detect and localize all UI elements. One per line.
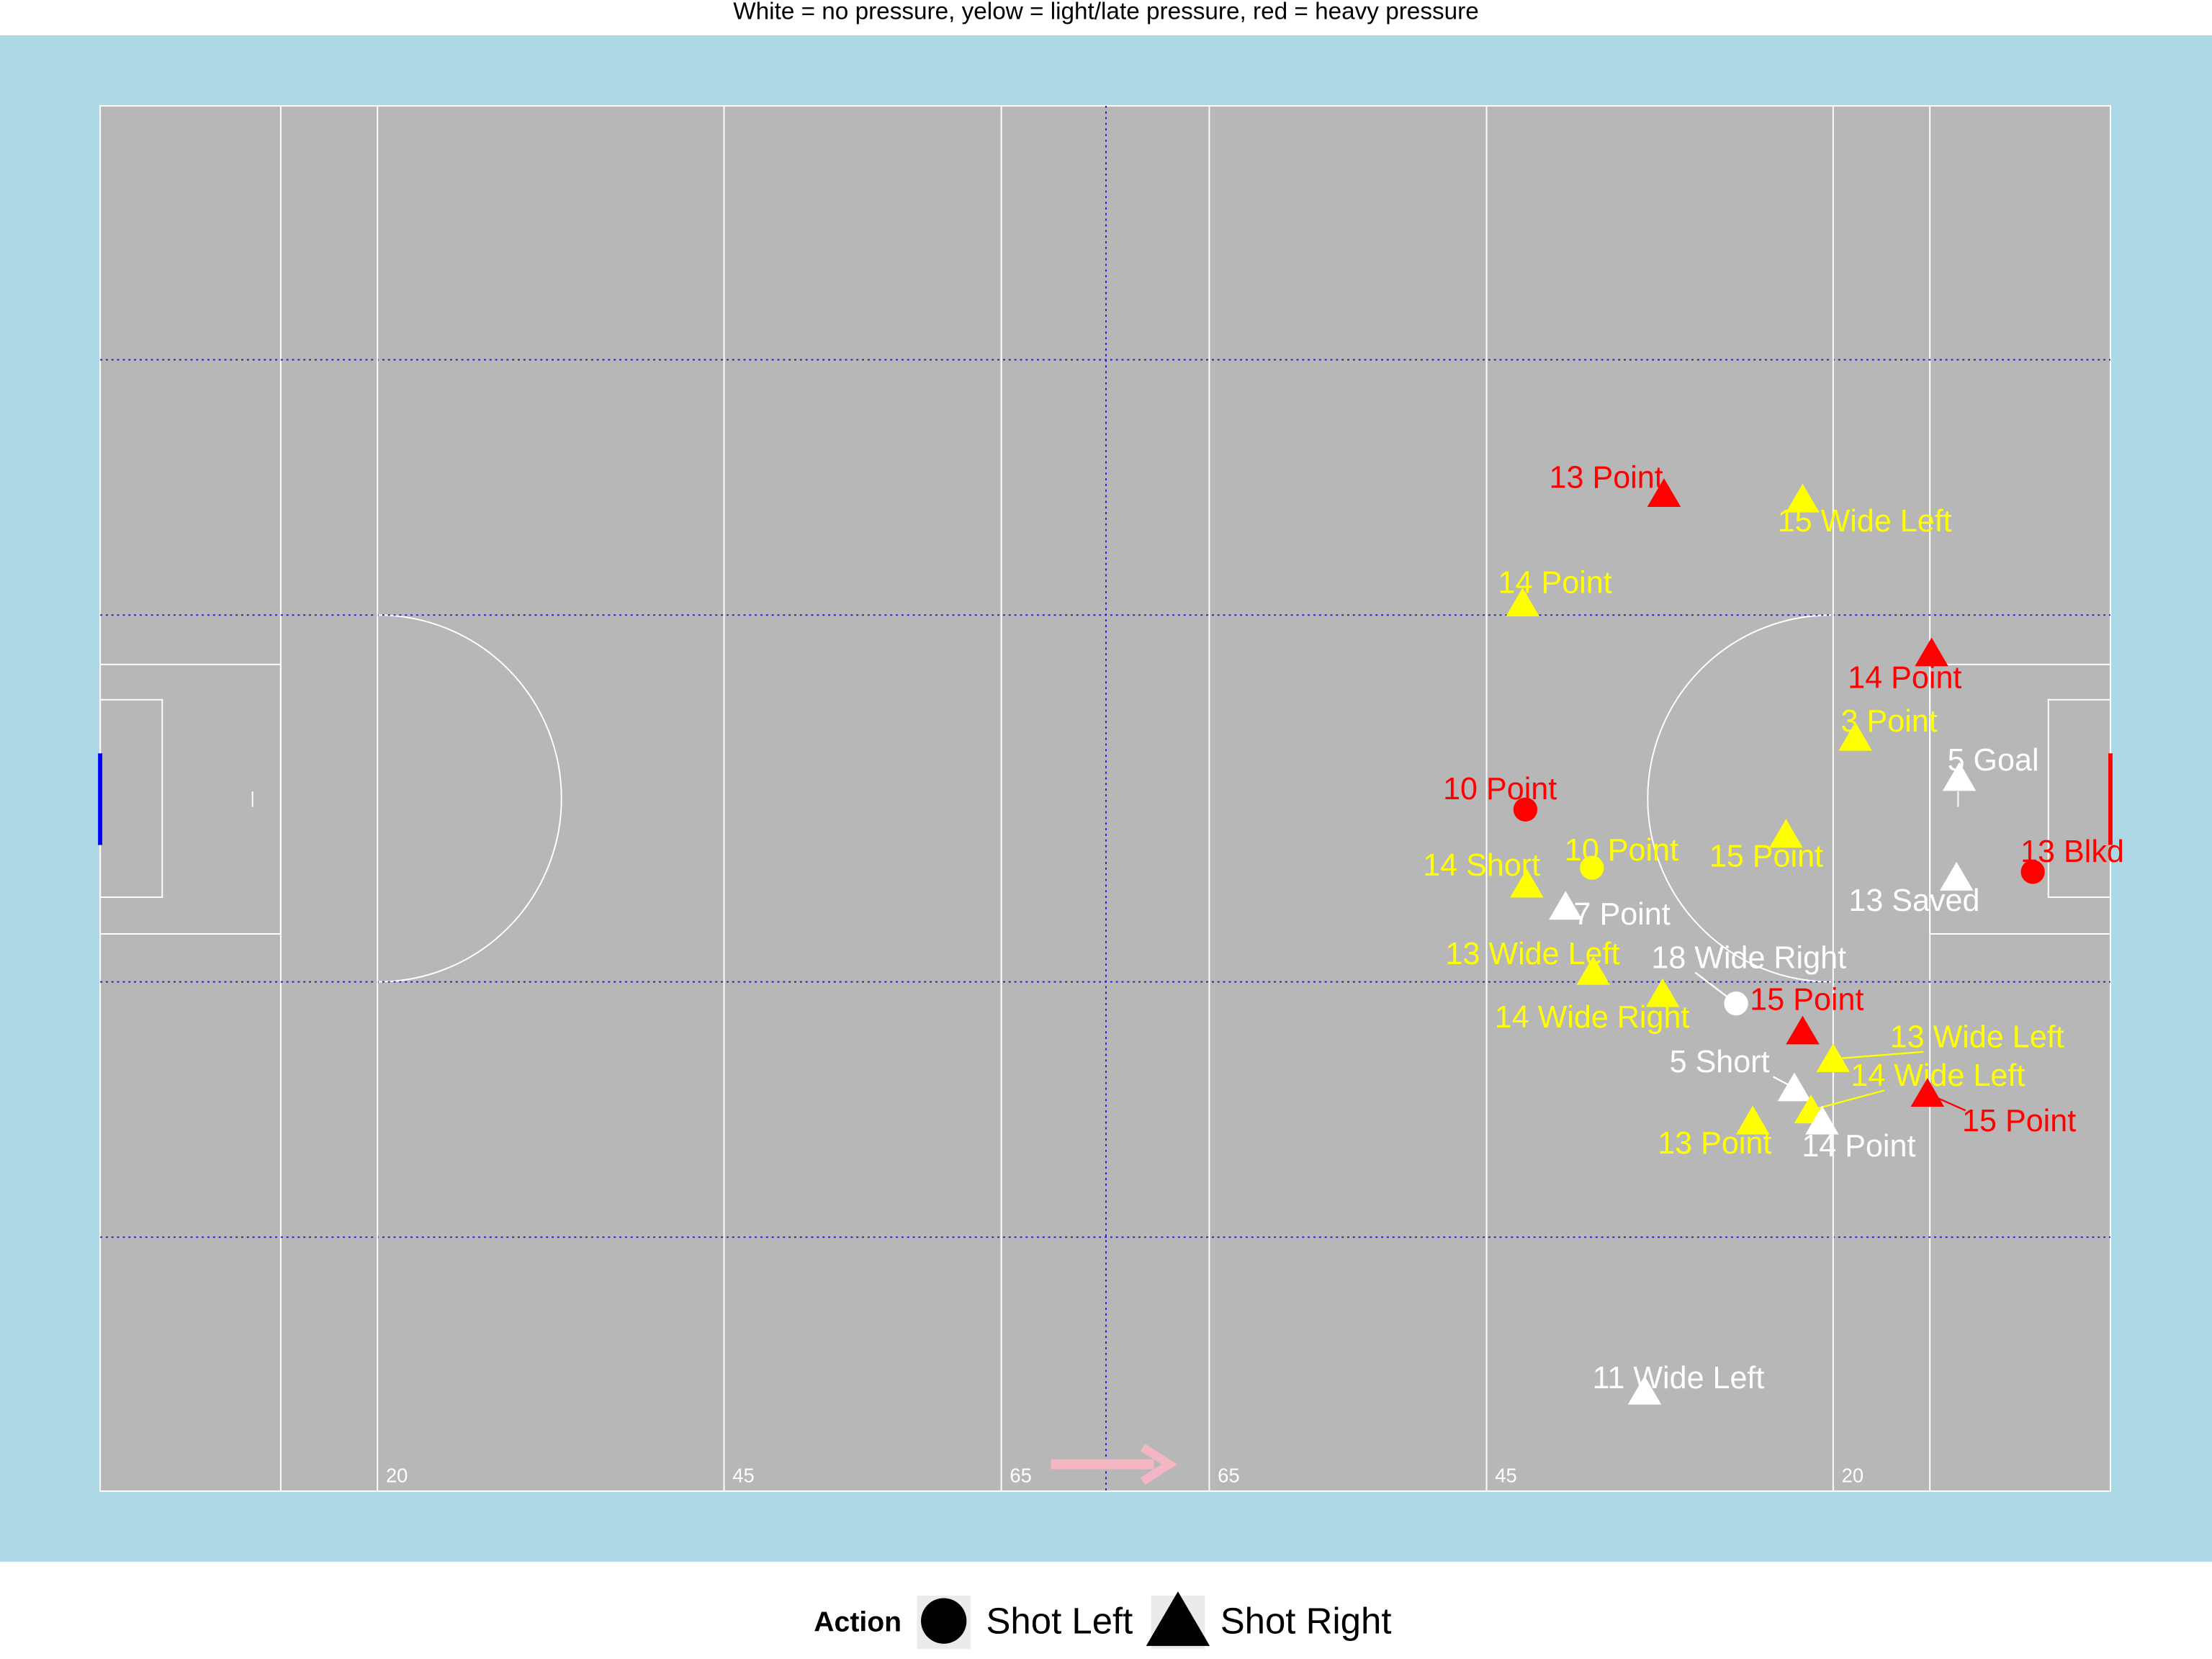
x-tick-label: 65 [1218, 1465, 1239, 1487]
shot-point [1915, 637, 1948, 667]
shot-label: 10 Point [1443, 772, 1557, 806]
shot-label: 15 Point [1962, 1104, 2076, 1138]
legend-symbol [1146, 1591, 1210, 1646]
shot-label: 10 Point [1565, 833, 1678, 868]
shot-point [1576, 956, 1611, 985]
shot-point [1513, 797, 1538, 822]
shot-point [1777, 1072, 1812, 1102]
shot-label: 11 Wide Left [1593, 1361, 1765, 1395]
legend: Action Shot Left Shot Right [814, 1591, 1392, 1650]
x-tick-label: 45 [732, 1465, 754, 1487]
shot-point [1942, 762, 1977, 791]
shot-point [1910, 1078, 1945, 1107]
shot-label: 13 Wide Left [1446, 937, 1620, 971]
shot-label: 15 Point [1750, 982, 1863, 1017]
x-tick-label: 45 [1495, 1465, 1516, 1487]
shot-label: 15 Wide Left [1778, 504, 1952, 539]
shot-point [1786, 483, 1820, 513]
shot-point [1506, 588, 1539, 616]
pitch [99, 104, 2111, 1492]
chart-title: White = no pressure, yelow = light/late … [733, 0, 1479, 24]
shot-point [1939, 862, 1974, 891]
x-tick-label: 20 [1842, 1465, 1863, 1487]
shot-label: 14 Point [1498, 566, 1612, 601]
shot-point [1580, 855, 1604, 880]
shot-point [1838, 721, 1872, 751]
shot-point [1786, 1015, 1820, 1045]
legend-label: Shot Right [1220, 1600, 1392, 1641]
shot-label: 14 Point [1848, 661, 1961, 696]
shot-label: 14 Short [1423, 848, 1540, 883]
pitch-lines [98, 105, 2113, 1491]
shot-label: 13 Point [1550, 460, 1663, 495]
shot-label: 15 Point [1709, 840, 1823, 874]
shot-point [1510, 868, 1544, 898]
x-tick-label: 20 [386, 1465, 408, 1487]
shot-label: 13 Wide Left [1890, 1020, 2064, 1055]
shot-label: 5 Goal [1948, 743, 2039, 778]
shot-label: 13 Saved [1848, 884, 1979, 918]
shot-point [2020, 860, 2045, 884]
shot-point [1627, 1375, 1662, 1405]
plot-area: 20 45 65 65 45 20 13 Point 15 Wide Left 14 Point… [377, 105, 2124, 1491]
shot-label: 18 Wide Right [1651, 940, 1846, 975]
shot-point [1647, 478, 1681, 507]
x-tick-label: 65 [1010, 1465, 1031, 1487]
shot-label: 13 Blkd [2020, 835, 2124, 869]
legend-title: Action [814, 1606, 902, 1637]
shot-label: 14 Wide Right [1495, 1000, 1690, 1035]
shot-point [1724, 991, 1748, 1016]
shot-point [1735, 1105, 1770, 1135]
shot-label: 14 Point [1802, 1129, 1915, 1164]
shot-point [1816, 1043, 1851, 1072]
shot-label: 14 Wide Left [1851, 1058, 2025, 1093]
shot-label: 13 Point [1658, 1126, 1771, 1161]
label-connector [1810, 1089, 1885, 1111]
shot-point [1548, 891, 1583, 920]
shot-point [1805, 1105, 1839, 1135]
legend-label: Shot Left [986, 1600, 1133, 1641]
label-connector [1833, 1051, 1924, 1060]
shot-label: 5 Short [1670, 1045, 1770, 1079]
shot-label: 3 Point [1841, 704, 1938, 739]
shot-point [1645, 978, 1680, 1007]
shot-point [1769, 819, 1803, 848]
legend-symbol [921, 1598, 967, 1644]
shot-label: 7 Point [1574, 897, 1671, 932]
